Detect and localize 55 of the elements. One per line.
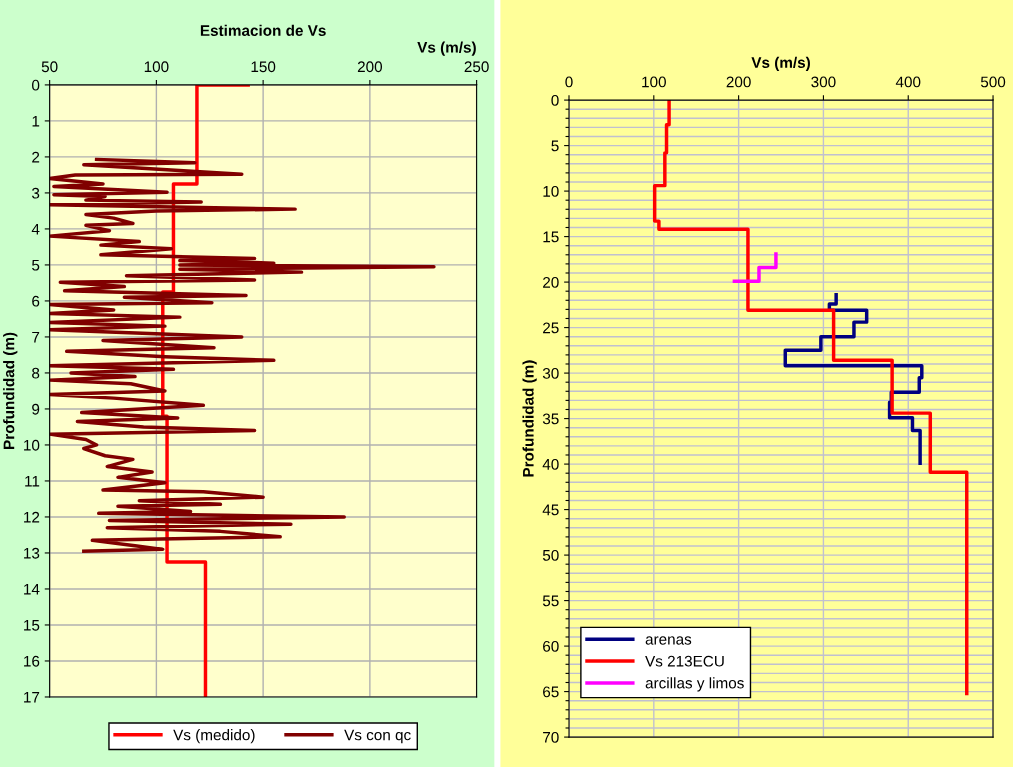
- x-axis-title: Vs (m/s): [417, 41, 476, 56]
- y-tick-label: 15: [24, 619, 40, 631]
- y-tick-label: 30: [542, 367, 559, 379]
- y-tick-label: 13: [24, 547, 40, 559]
- y-tick-label: 15: [543, 231, 559, 243]
- y-tick-label: 4: [31, 223, 40, 235]
- y-tick-label: 1: [32, 115, 40, 127]
- legend-label: Vs con qc: [344, 729, 411, 744]
- y-tick-label: 45: [542, 504, 559, 516]
- x-tick-label: 100: [642, 76, 666, 88]
- x-tick-label: 50: [41, 61, 58, 73]
- x-tick-label: 0: [565, 76, 573, 88]
- y-tick-label: 25: [543, 322, 559, 334]
- legend-label: Vs 213ECU: [645, 655, 724, 667]
- y-tick-label: 55: [542, 595, 559, 607]
- y-tick-label: 50: [542, 549, 559, 561]
- y-tick-label: 70: [543, 731, 559, 743]
- y-tick-label: 11: [25, 475, 40, 487]
- legend-label: Vs (medido): [173, 729, 255, 744]
- y-tick-label: 60: [543, 640, 559, 652]
- x-tick-label: 250: [464, 61, 489, 73]
- x-tick-label: 200: [357, 61, 383, 73]
- y-tick-label: 2: [32, 151, 40, 163]
- line-series: [783, 293, 924, 465]
- y-axis-title: Profundidad (m): [522, 360, 537, 477]
- y-tick-label: 8: [32, 367, 40, 379]
- y-axis-title: Profundidad (m): [3, 332, 18, 449]
- y-tick-label: 12: [24, 511, 40, 523]
- y-tick-label: 10: [24, 439, 40, 451]
- x-tick-label: 200: [726, 76, 751, 88]
- y-tick-label: 16: [24, 655, 40, 667]
- x-tick-label: 300: [811, 76, 836, 88]
- y-tick-label: 14: [24, 583, 40, 595]
- y-tick-label: 40: [542, 458, 559, 470]
- x-axis-title: Vs (m/s): [751, 56, 810, 71]
- y-tick-label: 7: [32, 331, 40, 343]
- legend-label: arenas: [645, 636, 692, 645]
- chart-title: Estimacion de Vs: [200, 24, 326, 36]
- y-tick-label: 3: [32, 187, 40, 199]
- y-tick-label: 35: [542, 413, 559, 425]
- y-tick-label: 0: [551, 94, 559, 106]
- y-tick-label: 6: [32, 295, 40, 307]
- x-tick-label: 400: [895, 76, 921, 88]
- y-tick-label: 5: [551, 140, 559, 152]
- y-tick-label: 5: [32, 259, 40, 271]
- y-tick-label: 20: [543, 276, 559, 288]
- y-tick-label: 65: [543, 686, 559, 698]
- x-tick-label: 500: [980, 76, 1006, 88]
- line-series: [49, 157, 436, 553]
- x-tick-label: 150: [251, 61, 276, 73]
- x-tick-label: 100: [144, 61, 169, 73]
- y-tick-label: 9: [32, 403, 40, 415]
- y-tick-label: 17: [24, 692, 40, 703]
- y-tick-label: 10: [543, 185, 559, 197]
- legend-label: arcillas y limos: [645, 677, 744, 692]
